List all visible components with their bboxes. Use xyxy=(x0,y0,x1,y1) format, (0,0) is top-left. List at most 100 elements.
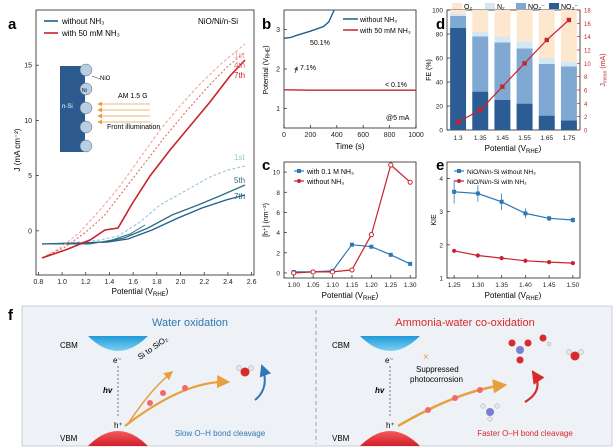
y-tick-label: 20 xyxy=(436,104,444,111)
electron-label-left: e⁻ xyxy=(113,356,122,365)
legend-label-with: with 50 mM NH₃ xyxy=(359,28,411,35)
scan-label-red-1st: 1st xyxy=(234,51,245,60)
series-line-without xyxy=(454,191,573,221)
series-line-without xyxy=(283,9,335,39)
panel-c: with 0.1 M NH₃ without NH₃ 1.00 1.05 1.10 1… xyxy=(263,161,417,302)
x-tick-label: 1.10 xyxy=(326,282,339,289)
left-title: Water oxidation xyxy=(152,317,228,329)
legend-label-o2: O₂ xyxy=(464,4,472,11)
bar-o2 xyxy=(538,10,555,58)
ammonia-molecule xyxy=(480,403,500,422)
suppressed-cross-icon: × xyxy=(423,352,429,363)
x-tick-label: 1.15 xyxy=(346,282,359,289)
panel-d-xlabel: Potential (VRHE) xyxy=(485,144,542,155)
red-curve-7th xyxy=(41,59,246,259)
legend-label-with: with 50 mM NH₃ xyxy=(61,29,120,38)
electron-label-right: e⁻ xyxy=(385,356,394,365)
panel-e-y-ticks: 1 2 3 4 xyxy=(439,176,450,283)
y-tick-label: 1 xyxy=(439,276,443,283)
panel-a-y-ticks: 0 5 10 15 xyxy=(24,63,39,235)
panel-d-right-y-ticks: 0 2 4 6 8 10 12 14 16 18 xyxy=(577,9,591,135)
scan-label-red-7th: 7th xyxy=(234,71,245,80)
ni-label: Ni xyxy=(82,88,87,94)
bar-n2 xyxy=(560,61,577,67)
bar-n2 xyxy=(516,41,533,49)
si-oxidation-arrow xyxy=(127,371,174,425)
panel-b-y-ticks: 1 2 3 xyxy=(276,27,287,113)
scan-label-red-4th: 4th xyxy=(234,61,245,70)
bar-n2 xyxy=(450,13,467,16)
annotation-50pct: 50.1% xyxy=(310,40,330,47)
y-tick-label: 100 xyxy=(432,8,443,15)
y-tick-label: 40 xyxy=(436,80,444,87)
x-tick-label: 1.3 xyxy=(454,135,463,142)
data-point xyxy=(475,191,480,196)
x-tick-label: 200 xyxy=(305,132,317,139)
y-tick-label: 4 xyxy=(439,176,443,183)
annotation-7pct: 7.1% xyxy=(300,65,316,72)
x-tick-label: 1.2 xyxy=(81,279,91,286)
ni-particle xyxy=(79,139,93,153)
panel-a: without NH₃ with 50 mM NH₃ NiO/Ni/n-Si n… xyxy=(13,9,257,298)
hole-label-left: h⁺ xyxy=(114,421,123,430)
x-tick-label: 1000 xyxy=(408,132,424,139)
x-tick-label: 1.20 xyxy=(365,282,378,289)
x-tick-label: 1.25 xyxy=(448,282,461,289)
jmean-point xyxy=(455,119,461,125)
bar-no3 xyxy=(494,100,511,130)
water-molecule-left xyxy=(236,365,254,377)
annotation-lt01pct: < 0.1% xyxy=(385,82,407,89)
panel-a-x-ticks: 0.8 1.0 1.2 1.4 1.6 1.8 2.0 2.2 2.4 2.6 xyxy=(34,272,257,286)
right-title: Ammonia-water co-oxidation xyxy=(395,317,534,329)
legend-label-without: without NH₃ xyxy=(306,179,344,186)
x-tick-label: 2.4 xyxy=(223,279,233,286)
x-tick-label: 1.0 xyxy=(57,279,67,286)
j-v-curves xyxy=(41,43,246,259)
legend-marker-with xyxy=(457,179,461,183)
legend-label-with: NiO/Ni/n-Si with NH₃ xyxy=(467,179,527,186)
panel-d-jmean-series xyxy=(455,17,572,125)
legend-swatch-o2 xyxy=(452,3,462,9)
data-point xyxy=(523,258,528,263)
y-tick-label: 0 xyxy=(276,270,280,277)
cbm-band-left xyxy=(88,336,148,351)
annotation-7pct-arrow xyxy=(294,66,298,74)
slow-reaction-arrow xyxy=(254,364,272,401)
water-molecule-right xyxy=(566,349,584,361)
bar-n2 xyxy=(494,36,511,43)
panel-label-c: c xyxy=(262,157,270,174)
x-tick-label: 1.55 xyxy=(518,135,531,142)
panel-a-xlabel: Potential (VRHE) xyxy=(112,287,169,298)
panel-d: O₂ N₂ NO₂⁻ NO₃⁻ 1.3 1.35 1.45 1.55 1.65 1.75 … xyxy=(426,3,609,155)
data-point xyxy=(369,244,374,249)
panel-f: Water oxidation Ammonia-water co-oxidati… xyxy=(21,305,613,447)
legend-label-without: without NH₃ xyxy=(359,17,397,24)
data-point xyxy=(349,242,354,247)
ni-particle xyxy=(79,101,93,115)
y-tick-label: 0 xyxy=(439,128,443,135)
x-tick-label: 1.8 xyxy=(152,279,162,286)
x-tick-label: 1.25 xyxy=(384,282,397,289)
y-tick-label: 6 xyxy=(276,210,280,217)
data-point xyxy=(475,253,480,258)
scan-label-blue-1st: 1st xyxy=(234,153,245,162)
red-curve-4th xyxy=(41,51,246,259)
data-point xyxy=(310,269,316,275)
panel-label-b: b xyxy=(262,16,271,33)
panel-e: NiO/Ni/n-Si without NH₃ NiO/Ni/n-Si with… xyxy=(431,161,581,302)
jmean-line xyxy=(457,19,570,123)
data-point xyxy=(408,261,413,266)
y-tick-label: 4 xyxy=(276,230,280,237)
y-tick-label: 3 xyxy=(439,209,443,216)
hole-particle xyxy=(147,400,153,406)
data-point xyxy=(388,252,393,257)
bar-no2 xyxy=(494,42,511,100)
x-tick-label: 1.4 xyxy=(105,279,115,286)
y-right-tick-label: 2 xyxy=(584,115,588,121)
data-point xyxy=(547,216,552,221)
scan-label-blue-5th: 5th xyxy=(234,176,245,185)
panel-e-series xyxy=(452,180,575,266)
scan-label-blue-7th: 7th xyxy=(234,192,245,201)
x-tick-label: 1.45 xyxy=(543,282,556,289)
